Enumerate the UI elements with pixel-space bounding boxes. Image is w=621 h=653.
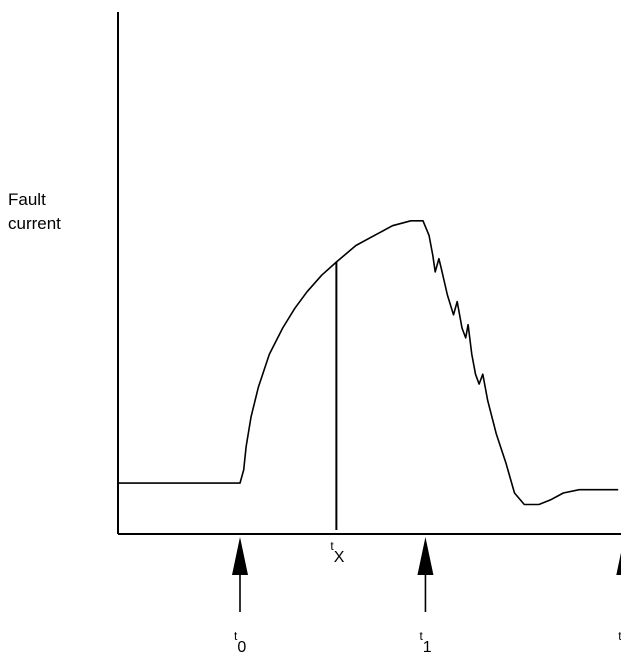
marker-label-3: t2	[618, 629, 621, 653]
time-markers: t0tXt1t2	[232, 537, 621, 653]
marker-label-base-1: t	[330, 539, 334, 553]
marker-arrow-head-0	[232, 537, 248, 575]
marker-arrow-head-2	[417, 537, 434, 575]
marker-label-0: t0	[234, 629, 246, 653]
y-axis-label: Fault current	[8, 188, 61, 236]
marker-label-base-0: t	[234, 629, 238, 643]
marker-label-sub-2: 1	[423, 639, 432, 653]
marker-arrow-head-3	[616, 552, 621, 575]
y-axis-label-line-1: Fault	[8, 190, 46, 209]
marker-label-1: tX	[330, 539, 344, 566]
marker-label-2: t1	[419, 629, 431, 653]
series-line	[118, 220, 619, 506]
y-axis-label-line-2: current	[8, 214, 61, 233]
marker-label-sub-1: X	[334, 549, 345, 566]
marker-label-base-2: t	[419, 629, 423, 643]
marker-label-sub-0: 0	[237, 639, 246, 653]
marker-label-base-3: t	[618, 629, 621, 643]
